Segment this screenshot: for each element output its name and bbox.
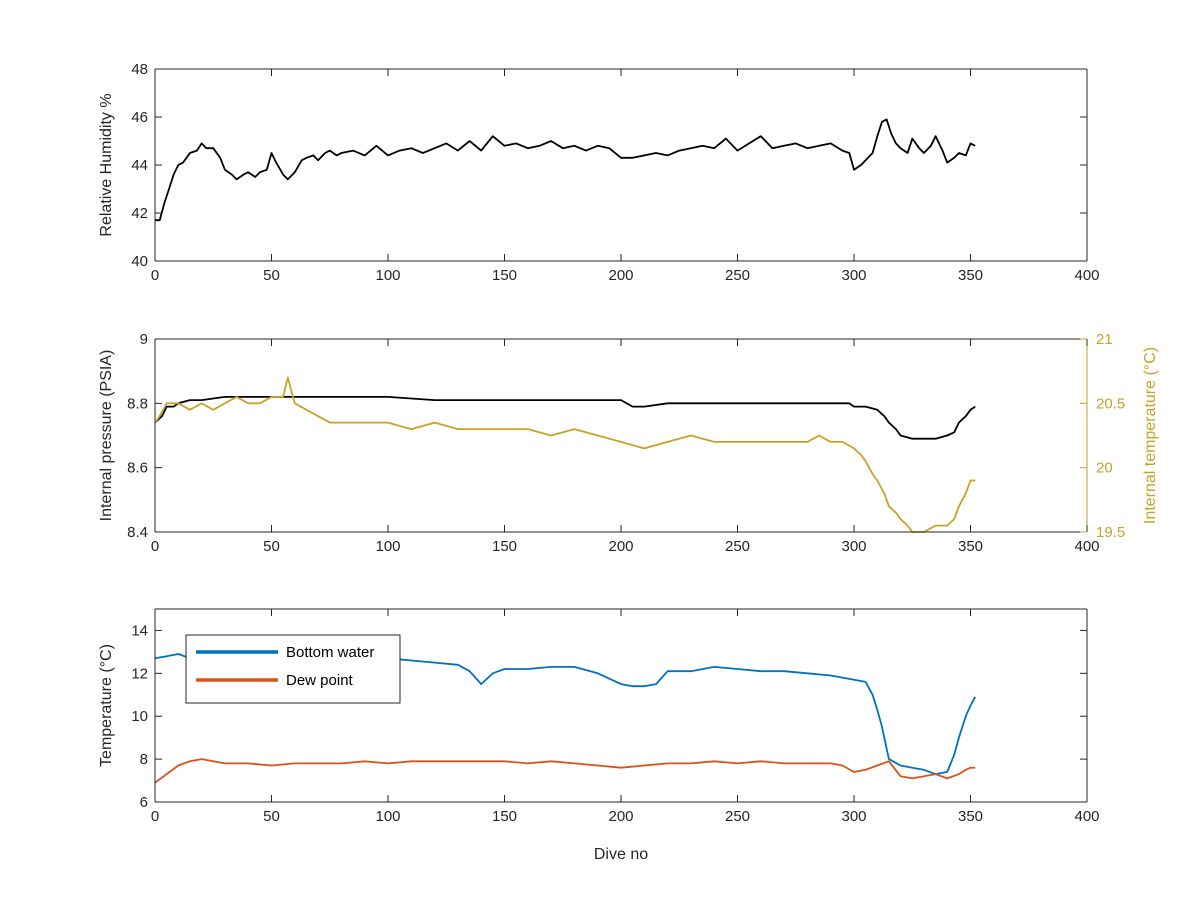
x-tick-label: 200	[608, 808, 633, 825]
y-tick-label: 8.6	[127, 460, 148, 477]
y-tick-label: 46	[131, 109, 148, 126]
series-line-dew-point	[154, 758, 976, 784]
x-tick-label: 50	[263, 267, 280, 284]
y-right-tick-label: 20	[1096, 460, 1113, 477]
x-tick-label: 400	[1074, 538, 1099, 555]
x-tick-label: 100	[375, 267, 400, 284]
y-tick-label: 44	[131, 157, 148, 174]
x-tick-label: 300	[841, 267, 866, 284]
x-tick-label: 300	[841, 538, 866, 555]
y-tick-label: 9	[140, 331, 148, 348]
x-tick-label: 200	[608, 267, 633, 284]
y-axis-title: Internal pressure (PSIA)	[98, 350, 115, 522]
series-line-1-0	[154, 396, 976, 440]
legend-box	[185, 634, 401, 704]
x-tick-label: 250	[725, 267, 750, 284]
y-right-tick-label: 21	[1096, 331, 1113, 348]
y-tick-label: 42	[131, 205, 148, 222]
x-tick-label: 100	[375, 808, 400, 825]
series-line-0-0	[155, 118, 976, 222]
legend-label-dew-point: Dew point	[286, 672, 354, 689]
y-axis-title: Temperature (°C)	[98, 644, 115, 767]
x-tick-label: 0	[151, 808, 159, 825]
legend-label-bottom-water: Bottom water	[286, 644, 374, 661]
y-tick-label: 14	[131, 622, 148, 639]
y-tick-label: 8	[140, 751, 148, 768]
y-right-tick-label: 19.5	[1096, 524, 1125, 541]
x-tick-label: 400	[1074, 267, 1099, 284]
x-tick-label: 150	[492, 808, 517, 825]
x-axis-title: Dive no	[594, 846, 648, 863]
series-line-1-1	[154, 376, 976, 533]
y-tick-label: 8.4	[127, 524, 148, 541]
x-tick-label: 300	[841, 808, 866, 825]
x-tick-label: 350	[958, 538, 983, 555]
y-tick-label: 40	[131, 253, 148, 270]
legend: Bottom water Dew point	[185, 634, 401, 704]
x-tick-label: 350	[958, 267, 983, 284]
x-tick-label: 400	[1074, 808, 1099, 825]
panel-temperature: 0 50 100 150 200 250 300 350 400 6 8 10 12 14 Temperat…	[98, 608, 1100, 863]
x-tick-label: 350	[958, 808, 983, 825]
y-tick-label: 10	[131, 708, 148, 725]
y-tick-label: 8.8	[127, 395, 148, 412]
y-tick-label: 48	[131, 61, 148, 78]
x-tick-label: 250	[725, 808, 750, 825]
y-tick-label: 6	[140, 794, 148, 811]
x-tick-label: 50	[263, 808, 280, 825]
x-tick-label: 0	[151, 538, 159, 555]
x-tick-label: 200	[608, 538, 633, 555]
panel-internal-pressure-temperature: 0 50 100 150 200 250 300 350 400 8.4 8.6 8.8 9 19.5 20…	[98, 331, 1159, 555]
y-tick-label: 12	[131, 665, 148, 682]
x-tick-label: 150	[492, 538, 517, 555]
panel-relative-humidity: 0 50 100 150 200 250 300 350 400 40 42 44 46 48 Relati…	[98, 61, 1100, 284]
y-axis-title: Relative Humidity %	[98, 93, 115, 236]
x-tick-label: 100	[375, 538, 400, 555]
y-right-axis-title: Internal temperature (°C)	[1142, 347, 1159, 524]
x-tick-label: 50	[263, 538, 280, 555]
x-tick-label: 250	[725, 538, 750, 555]
x-tick-label: 0	[151, 267, 159, 284]
x-tick-label: 150	[492, 267, 517, 284]
y-right-tick-label: 20.5	[1096, 395, 1125, 412]
